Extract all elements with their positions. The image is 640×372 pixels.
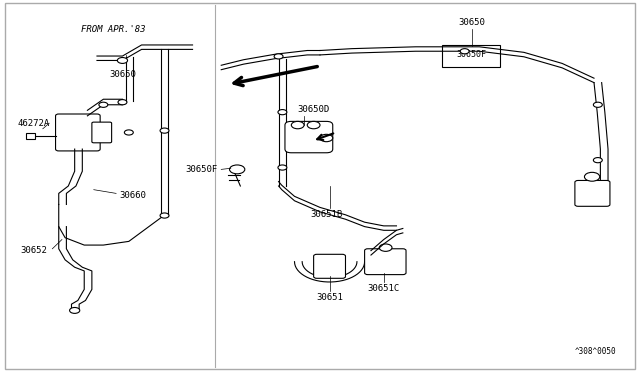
- Circle shape: [118, 100, 127, 105]
- FancyBboxPatch shape: [365, 249, 406, 275]
- Circle shape: [278, 165, 287, 170]
- Circle shape: [160, 213, 169, 218]
- Text: 30650F: 30650F: [186, 165, 218, 174]
- FancyBboxPatch shape: [314, 254, 346, 278]
- Circle shape: [117, 58, 127, 63]
- Circle shape: [307, 121, 320, 129]
- Circle shape: [160, 128, 169, 133]
- FancyBboxPatch shape: [575, 180, 610, 206]
- Circle shape: [584, 172, 600, 181]
- Text: ^308^0050: ^308^0050: [575, 347, 616, 356]
- FancyBboxPatch shape: [26, 133, 35, 139]
- Circle shape: [380, 244, 392, 251]
- Circle shape: [593, 158, 602, 163]
- Circle shape: [460, 49, 469, 54]
- Text: 30651B: 30651B: [310, 210, 342, 219]
- FancyBboxPatch shape: [56, 114, 100, 151]
- Text: FROM APR.'83: FROM APR.'83: [81, 25, 145, 33]
- Circle shape: [291, 121, 304, 129]
- FancyBboxPatch shape: [442, 45, 500, 67]
- Text: 30650: 30650: [458, 18, 485, 27]
- FancyBboxPatch shape: [92, 122, 111, 143]
- Circle shape: [124, 130, 133, 135]
- Text: 30651C: 30651C: [367, 284, 400, 293]
- Text: 30660: 30660: [119, 191, 146, 200]
- Text: 30650D: 30650D: [298, 105, 330, 114]
- Text: 30652: 30652: [20, 246, 47, 255]
- Circle shape: [593, 102, 602, 108]
- Text: 30650: 30650: [109, 70, 136, 79]
- Circle shape: [230, 165, 245, 174]
- Circle shape: [278, 110, 287, 115]
- Circle shape: [320, 134, 333, 142]
- Circle shape: [274, 54, 283, 59]
- Circle shape: [99, 102, 108, 108]
- Text: 30650F: 30650F: [457, 51, 486, 60]
- Text: 30651: 30651: [316, 293, 343, 302]
- FancyBboxPatch shape: [4, 3, 636, 369]
- Text: 46272A: 46272A: [17, 119, 49, 128]
- Circle shape: [70, 308, 80, 313]
- FancyBboxPatch shape: [285, 121, 333, 153]
